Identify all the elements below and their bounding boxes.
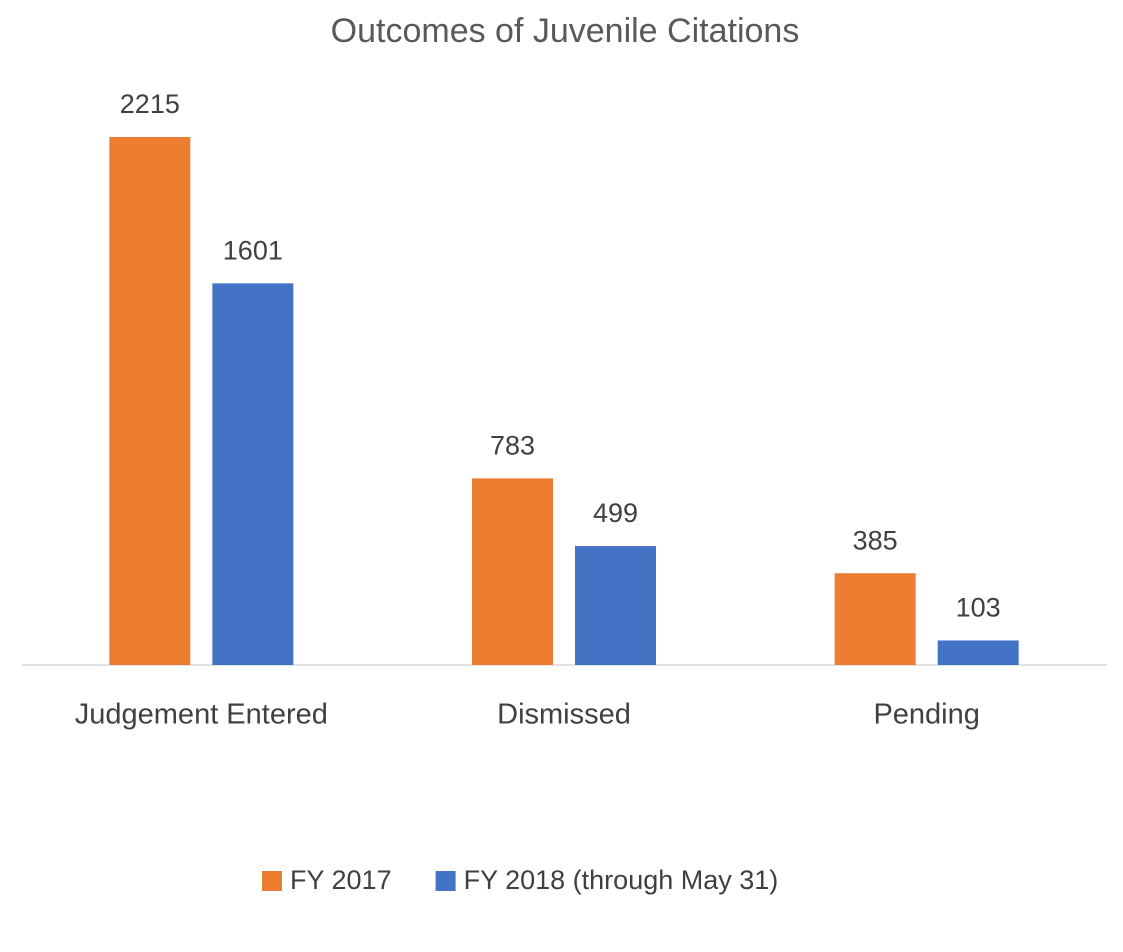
data-label: 1601 [223,235,283,265]
data-label: 499 [593,498,638,528]
data-label: 385 [853,525,898,555]
x-tick-label: Pending [873,699,979,731]
bar [212,283,294,665]
bar [109,137,191,665]
bar [472,478,553,665]
legend-swatch [435,871,456,891]
bar [834,573,916,665]
bar [575,546,656,665]
data-label: 2215 [120,89,180,119]
legend-swatch [262,871,282,891]
legend-label: FY 2017 [290,865,392,895]
chart-title: Outcomes of Juvenile Citations [331,12,800,50]
x-tick-label: Dismissed [497,699,631,731]
data-label: 783 [490,430,535,460]
x-tick-label: Judgement Entered [75,699,328,731]
legend-label: FY 2018 (through May 31) [464,865,779,895]
data-label: 103 [956,593,1001,623]
bar [937,640,1019,665]
